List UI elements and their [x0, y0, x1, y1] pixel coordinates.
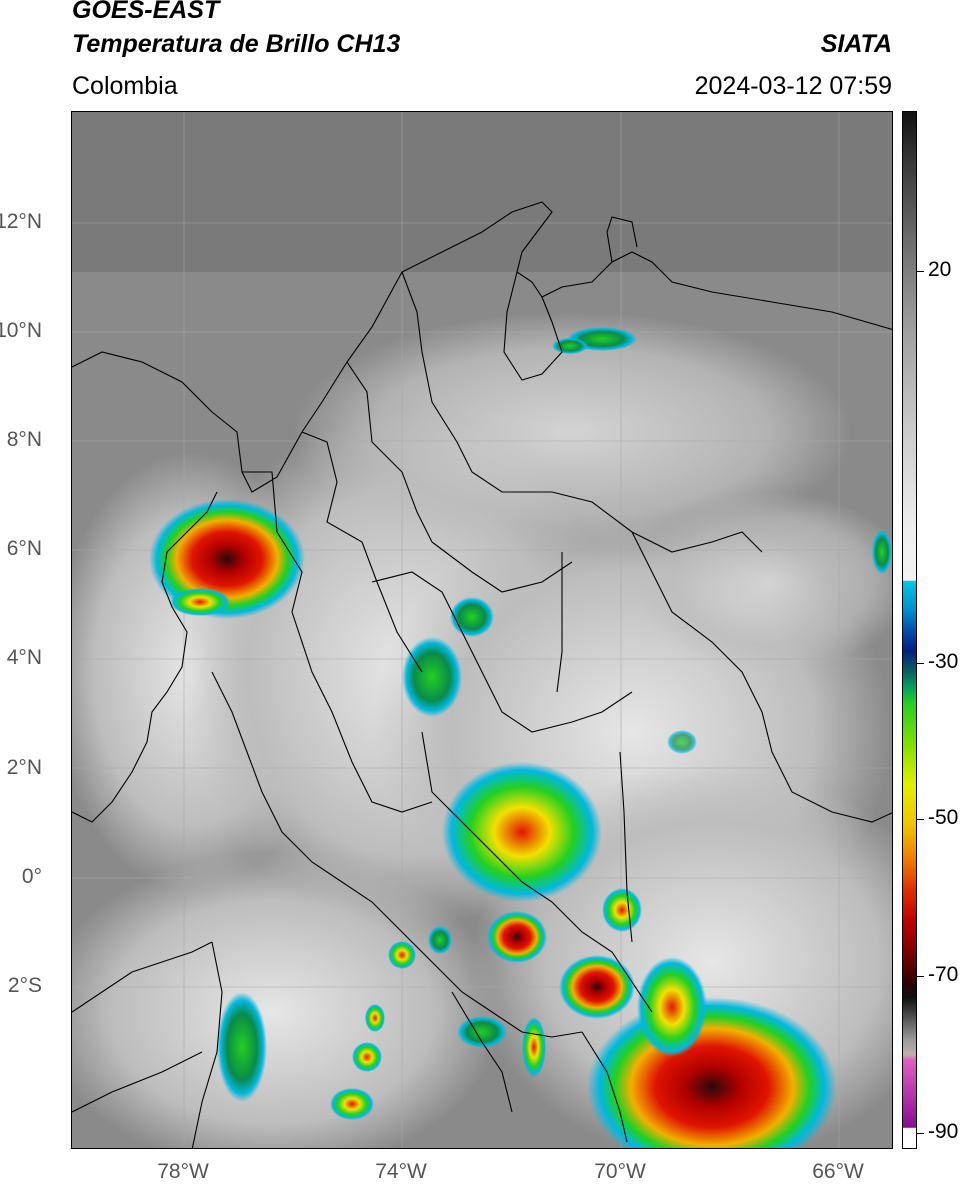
lat-label-4n: 4°N	[6, 646, 42, 669]
lat-label-12n: 12°N	[0, 210, 42, 233]
lat-label-2n: 2°N	[6, 756, 42, 779]
lon-label-70w: 70°W	[594, 1160, 646, 1183]
lon-label-74w: 74°W	[375, 1160, 427, 1183]
colorbar-tick-minus70	[917, 976, 924, 977]
colorbar-label-20: 20	[928, 258, 952, 281]
colorbar-label-minus70: -70	[928, 963, 959, 986]
colorbar-label-minus50: -50	[928, 806, 959, 829]
temperature-colorbar	[902, 111, 917, 1149]
region-label: Colombia	[72, 72, 178, 100]
lat-label-10n: 10°N	[0, 319, 42, 342]
colorbar-tick-minus90	[917, 1133, 924, 1134]
satellite-imagery	[72, 112, 892, 1148]
lat-label-2s: 2°S	[7, 974, 42, 997]
lon-label-78w: 78°W	[157, 1160, 209, 1183]
organization-label: SIATA	[820, 30, 892, 58]
colorbar-label-minus30: -30	[928, 650, 959, 673]
lat-label-8n: 8°N	[6, 428, 42, 451]
lon-label-66w: 66°W	[812, 1160, 864, 1183]
colorbar-tick-20	[917, 271, 924, 272]
colorbar-tick-minus30	[917, 663, 924, 664]
colorbar-tick-minus50	[917, 819, 924, 820]
lat-label-0: 0°	[21, 865, 42, 888]
chart-title-satellite: GOES-EAST	[72, 0, 220, 24]
chart-title-product: Temperatura de Brillo CH13	[72, 30, 401, 58]
lat-label-6n: 6°N	[6, 537, 42, 560]
colorbar-label-minus90: -90	[928, 1120, 959, 1143]
satellite-map	[71, 111, 893, 1149]
datetime-label: 2024-03-12 07:59	[694, 72, 892, 100]
